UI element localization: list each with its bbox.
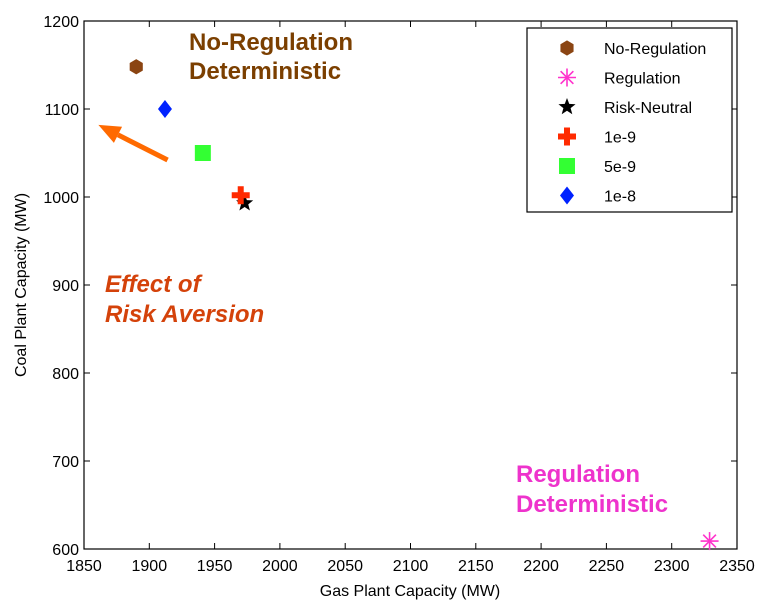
legend: No-Regulation Regulation Risk-Neutral 1e-9 5… xyxy=(526,27,733,213)
y-axis-label: Coal Plant Capacity (MW) xyxy=(13,193,30,377)
legend-box xyxy=(526,27,733,213)
legend-label: 5e-9 xyxy=(604,159,636,176)
marker-1e-9 xyxy=(231,186,250,205)
legend-label: No-Regulation xyxy=(604,41,706,58)
data-markers xyxy=(129,59,719,551)
legend-label: 1e-9 xyxy=(604,130,636,147)
x-axis-ticks: 1850 1900 1950 2000 2050 2100 2150 2200 2250 2300… xyxy=(66,21,755,575)
legend-entry: No-Regulation xyxy=(560,40,706,58)
legend-label: Regulation xyxy=(604,71,681,88)
legend-entry: 1e-8 xyxy=(560,186,636,206)
y-tick-label: 800 xyxy=(52,366,79,383)
y-tick-label: 1000 xyxy=(43,190,79,207)
x-tick-label: 2050 xyxy=(327,558,363,575)
legend-entry: Risk-Neutral xyxy=(558,98,692,117)
marker-regulation xyxy=(700,532,719,551)
legend-marker xyxy=(558,127,576,146)
y-tick-label: 1100 xyxy=(45,102,80,119)
y-tick-label: 900 xyxy=(52,278,79,295)
marker-1e-8 xyxy=(157,100,172,118)
y-tick-label: 700 xyxy=(52,454,79,471)
legend-entry: 5e-9 xyxy=(559,158,636,176)
x-tick-label: 2300 xyxy=(654,558,690,575)
y-tick-label: 1200 xyxy=(43,14,79,31)
y-tick-label: 600 xyxy=(52,542,79,559)
legend-marker xyxy=(560,40,574,56)
x-tick-label: 2000 xyxy=(262,558,298,575)
legend-marker xyxy=(558,98,576,115)
legend-marker xyxy=(559,158,575,174)
legend-label: Risk-Neutral xyxy=(604,100,692,117)
annotation-text: Risk Aversion xyxy=(105,301,264,328)
x-tick-label: 1950 xyxy=(197,558,233,575)
x-tick-label: 2250 xyxy=(589,558,625,575)
annotation-text: Deterministic xyxy=(516,491,668,518)
annotation-text: No-Regulation xyxy=(189,29,353,56)
annotation-text: Regulation xyxy=(516,461,640,488)
legend-label: 1e-8 xyxy=(604,189,636,206)
x-tick-label: 2350 xyxy=(719,558,755,575)
legend-entry: Regulation xyxy=(558,68,681,88)
y-axis-ticks: 600 700 800 900 1000 1100 1200 xyxy=(43,14,737,559)
marker-no-regulation xyxy=(129,59,143,75)
annotation-text: Effect of xyxy=(105,271,203,298)
risk-aversion-arrow xyxy=(98,124,169,163)
x-tick-label: 1900 xyxy=(132,558,168,575)
x-tick-label: 2100 xyxy=(393,558,429,575)
annotation-text: Deterministic xyxy=(189,58,341,85)
x-axis-label: Gas Plant Capacity (MW) xyxy=(320,583,500,600)
legend-marker xyxy=(560,186,574,205)
x-tick-label: 2200 xyxy=(523,558,559,575)
marker-5e-9 xyxy=(194,145,211,161)
marker-risk-neutral xyxy=(236,194,254,211)
x-tick-label: 1850 xyxy=(66,558,102,575)
legend-marker xyxy=(558,68,576,87)
legend-entry: 1e-9 xyxy=(558,127,636,147)
x-tick-label: 2150 xyxy=(458,558,494,575)
